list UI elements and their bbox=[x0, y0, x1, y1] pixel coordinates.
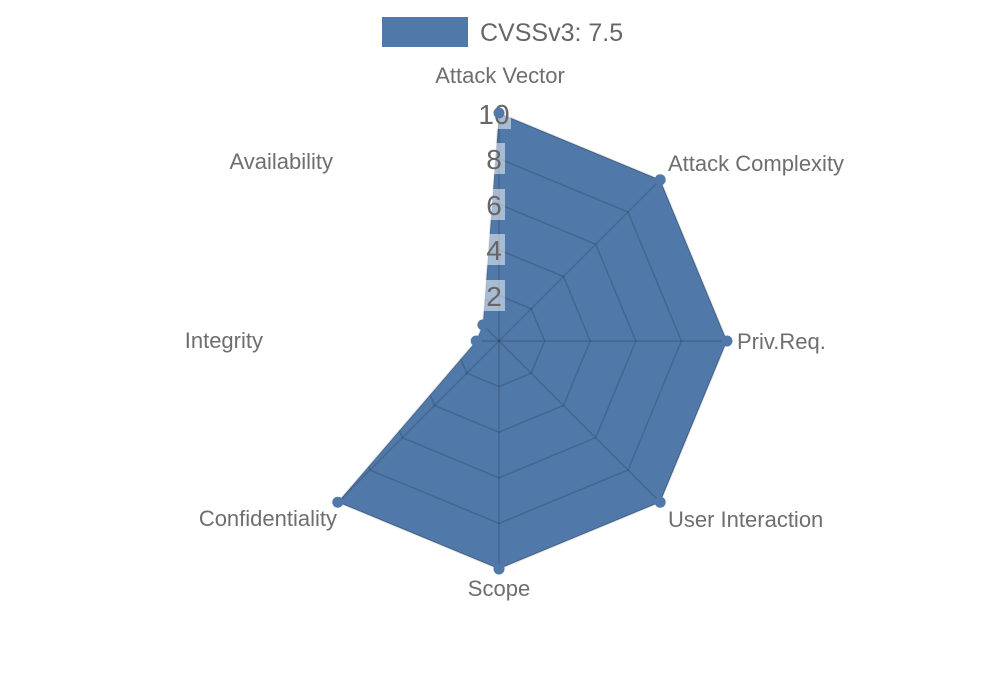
radar-vertex-markers bbox=[332, 107, 733, 575]
axis-label-attack-complexity: Attack Complexity bbox=[668, 151, 844, 176]
legend[interactable]: CVSSv3: 7.5 bbox=[382, 17, 623, 47]
axis-label-availability: Availability bbox=[229, 149, 333, 174]
web-spoke-7 bbox=[337, 179, 500, 342]
vertex-marker-3 bbox=[654, 496, 666, 508]
tick-label-8: 8 bbox=[486, 144, 502, 175]
axis-label-scope: Scope bbox=[468, 576, 530, 601]
web-spoke-1 bbox=[498, 179, 661, 342]
vertex-marker-2 bbox=[721, 335, 733, 347]
legend-swatch[interactable] bbox=[382, 17, 468, 47]
tick-box-6 bbox=[483, 189, 505, 220]
web-spoke-5 bbox=[337, 340, 500, 503]
web-spoke-3 bbox=[498, 340, 661, 503]
radial-tick-labels: 2 4 6 8 10 bbox=[477, 98, 511, 312]
tick-box-2 bbox=[483, 280, 505, 311]
tick-box-4 bbox=[483, 234, 505, 265]
axis-label-user-interaction: User Interaction bbox=[668, 507, 823, 532]
axis-label-priv-req: Priv.Req. bbox=[737, 329, 826, 354]
axis-label-integrity: Integrity bbox=[185, 328, 263, 353]
vertex-marker-5 bbox=[332, 496, 344, 508]
vertex-marker-6 bbox=[470, 335, 482, 347]
axis-label-attack-vector: Attack Vector bbox=[435, 63, 565, 88]
vertex-marker-4 bbox=[493, 563, 505, 575]
tick-label-6: 6 bbox=[486, 190, 502, 221]
legend-label[interactable]: CVSSv3: 7.5 bbox=[480, 19, 623, 47]
web-ring-10 bbox=[337, 113, 727, 569]
axis-label-confidentiality: Confidentiality bbox=[199, 506, 337, 531]
vertex-marker-1 bbox=[654, 174, 666, 186]
axis-labels: Attack Vector Attack Complexity Priv.Req… bbox=[185, 63, 844, 601]
tick-box-8 bbox=[483, 143, 505, 174]
vertex-marker-7 bbox=[477, 319, 489, 331]
vertex-marker-0 bbox=[493, 107, 505, 119]
tick-label-4: 4 bbox=[486, 235, 502, 266]
tick-label-2: 2 bbox=[486, 281, 502, 312]
